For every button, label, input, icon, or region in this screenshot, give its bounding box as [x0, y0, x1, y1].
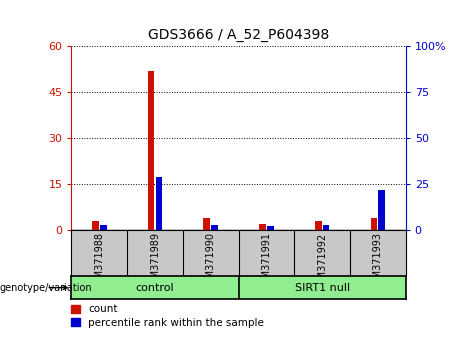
Text: GSM371991: GSM371991: [261, 233, 272, 291]
Text: control: control: [136, 282, 174, 293]
Bar: [203, 218, 210, 230]
Legend: count, percentile rank within the sample: count, percentile rank within the sample: [71, 304, 264, 328]
Text: GSM371989: GSM371989: [150, 233, 160, 291]
Bar: [267, 227, 274, 230]
Title: GDS3666 / A_52_P604398: GDS3666 / A_52_P604398: [148, 28, 329, 42]
Text: GSM371990: GSM371990: [206, 233, 216, 291]
Text: SIRT1 null: SIRT1 null: [295, 282, 350, 293]
Bar: [259, 224, 266, 230]
Bar: [378, 190, 385, 230]
Text: GSM371988: GSM371988: [95, 233, 104, 291]
Bar: [211, 224, 218, 230]
Text: genotype/variation: genotype/variation: [0, 282, 93, 293]
Bar: [371, 218, 377, 230]
Bar: [148, 70, 154, 230]
Bar: [155, 177, 162, 230]
Bar: [100, 224, 106, 230]
Text: GSM371992: GSM371992: [317, 233, 327, 292]
Text: GSM371993: GSM371993: [373, 233, 383, 291]
Bar: [92, 221, 99, 230]
Bar: [315, 221, 322, 230]
Bar: [323, 225, 329, 230]
